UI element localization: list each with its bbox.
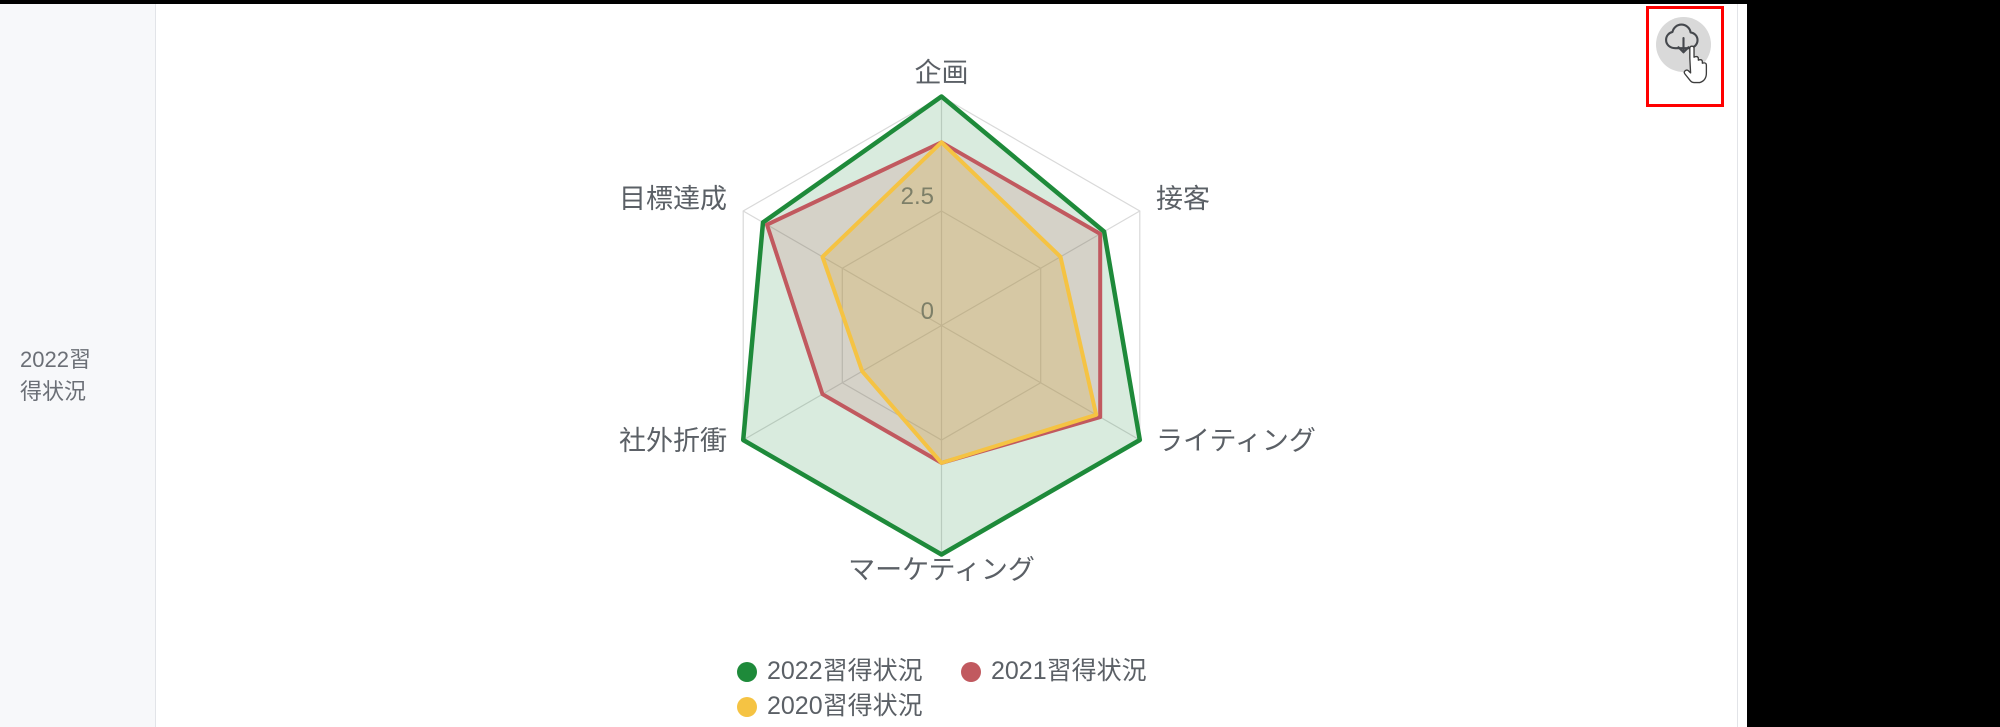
- svg-text:接客: 接客: [1156, 184, 1210, 214]
- svg-text:目標達成: 目標達成: [619, 184, 727, 214]
- svg-text:企画: 企画: [915, 58, 969, 88]
- svg-text:社外折衝: 社外折衝: [619, 426, 727, 456]
- svg-text:0: 0: [921, 298, 934, 325]
- svg-text:2.5: 2.5: [901, 183, 934, 210]
- svg-text:マーケティング: マーケティング: [848, 555, 1035, 585]
- svg-text:ライティング: ライティング: [1156, 426, 1316, 456]
